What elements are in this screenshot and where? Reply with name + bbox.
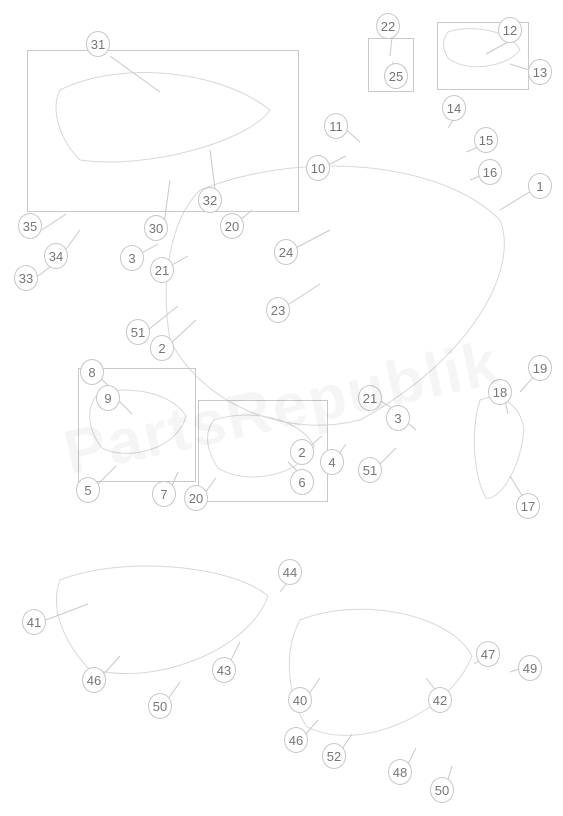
diagram-stage: { "canvas": { "width": 563, "height": 81… <box>0 0 563 816</box>
